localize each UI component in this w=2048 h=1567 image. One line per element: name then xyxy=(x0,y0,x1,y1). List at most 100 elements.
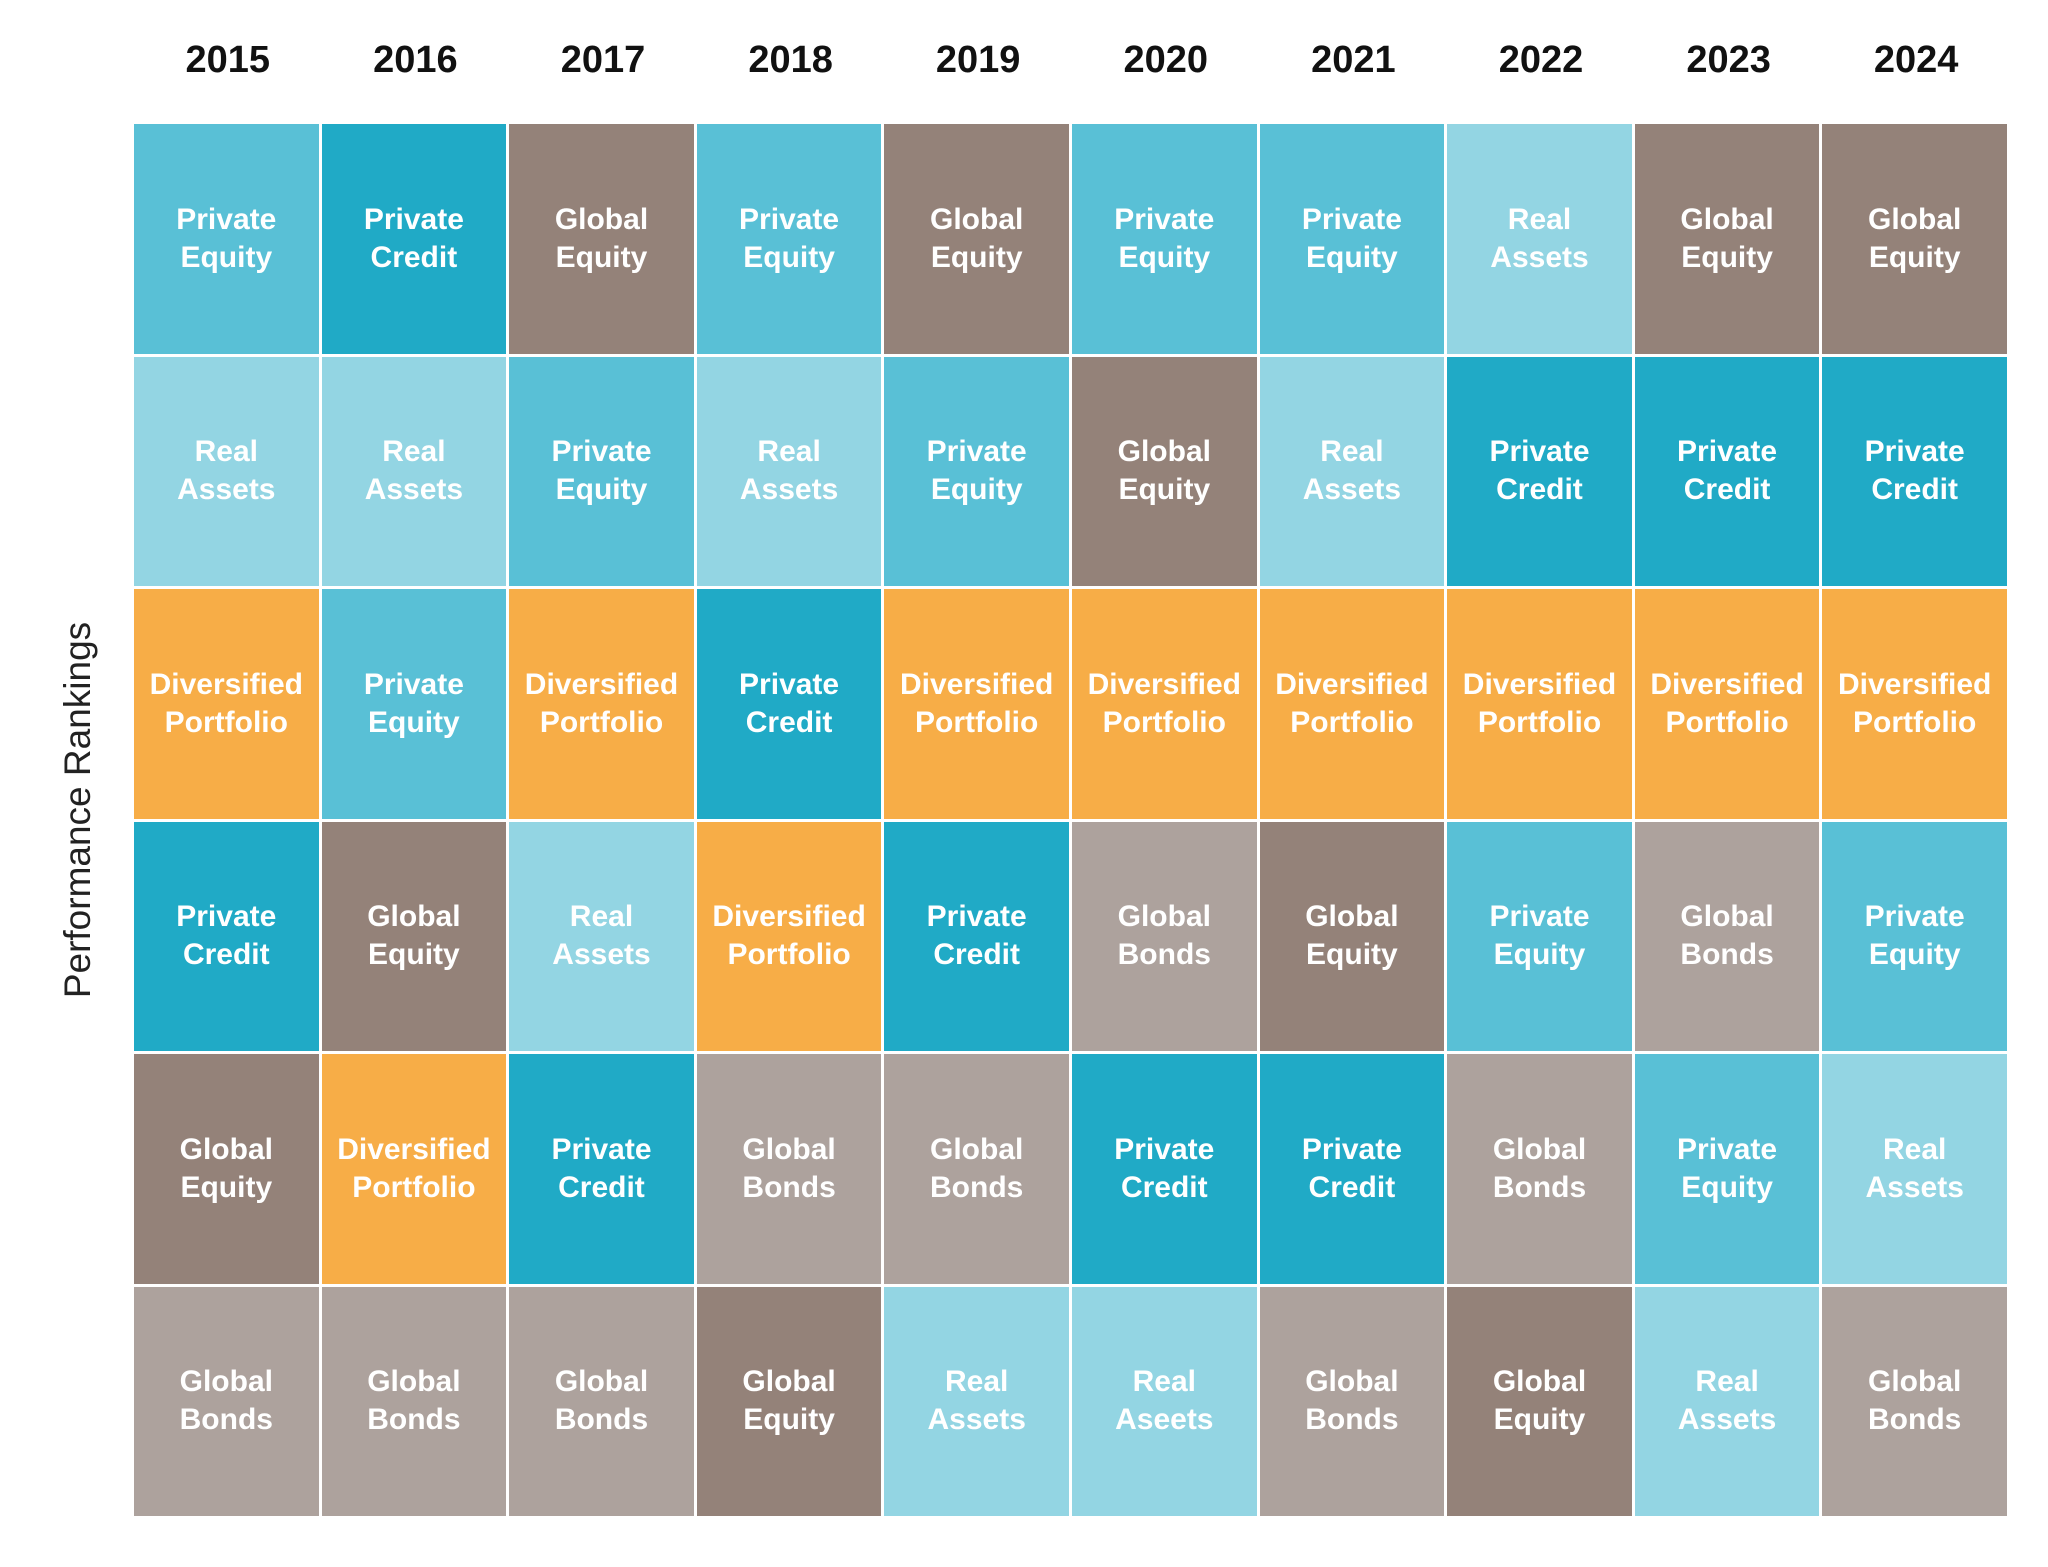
cell-label: Real Assets xyxy=(1678,1363,1776,1439)
cell-label: Global Equity xyxy=(1680,201,1773,277)
cell-label-line: Bonds xyxy=(1492,1170,1587,1204)
cell-label: Private Credit xyxy=(1302,1131,1402,1207)
ranking-cell-2015-rank-5: Global Equity xyxy=(134,1054,319,1284)
ranking-cell-2022-rank-3: Diversified Portfolio xyxy=(1447,589,1632,819)
cell-label-line: Equity xyxy=(555,240,648,274)
ranking-cell-2022-rank-4: Private Equity xyxy=(1447,821,1632,1051)
cell-label-line: Bonds xyxy=(742,1170,836,1204)
cell-label-line: Assets xyxy=(1302,473,1402,507)
cell-label: Global Bonds xyxy=(555,1363,648,1439)
ranking-cell-2015-rank-6: Global Bonds xyxy=(134,1286,319,1516)
cell-label-line: Private xyxy=(363,202,464,236)
cell-label: Real Assets xyxy=(740,433,838,509)
cell-label: Global Equity xyxy=(742,1363,835,1439)
cell-label-line: Portfolio xyxy=(1290,705,1414,739)
cell-label: Real Aseets xyxy=(1115,1363,1213,1439)
cell-label: Global Equity xyxy=(1118,433,1211,509)
ranking-cell-2016-rank-3: Private Equity xyxy=(321,589,507,819)
ranking-cell-2023-rank-5: Private Equity xyxy=(1634,1054,1820,1284)
cell-label: Global Equity xyxy=(180,1131,273,1207)
cell-label-line: Credit xyxy=(1120,1170,1208,1204)
ranking-cell-2016-rank-4: Global Equity xyxy=(321,821,507,1051)
year-label-2015: 2015 xyxy=(185,39,271,81)
cell-label: Private Credit xyxy=(1114,1131,1214,1207)
year-label-2024: 2024 xyxy=(1873,39,1959,81)
cell-label-line: Equity xyxy=(743,1403,835,1437)
cell-label-line: Credit xyxy=(1683,473,1771,507)
cell-label: Global Bonds xyxy=(1868,1363,1961,1439)
cell-label: Private Equity xyxy=(1865,898,1965,974)
cell-label: Global Bonds xyxy=(1305,1363,1398,1439)
cell-label-line: Real xyxy=(1507,202,1572,236)
year-label-2017: 2017 xyxy=(560,39,646,81)
cell-label-line: Private xyxy=(363,667,464,701)
cell-label: Global Equity xyxy=(1868,201,1961,277)
year-label-2023: 2023 xyxy=(1686,39,1771,81)
cell-label: Real Assets xyxy=(1303,433,1401,509)
ranking-cell-2020-rank-4: Global Bonds xyxy=(1072,821,1257,1051)
cell-label-line: Equity xyxy=(1868,938,1961,972)
cell-label: Private Equity xyxy=(364,666,464,742)
cell-label-line: Private xyxy=(176,900,277,934)
cell-label: Private Credit xyxy=(176,898,276,974)
ranking-cell-2018-rank-3: Private Credit xyxy=(696,589,882,819)
cell-label-line: Diversified xyxy=(337,1132,491,1166)
cell-label-line: Real xyxy=(1883,1132,1947,1166)
year-label-2018: 2018 xyxy=(748,39,833,81)
cell-label-line: Real xyxy=(757,435,821,469)
cell-label-line: Equity xyxy=(1306,240,1398,274)
cell-label-line: Private xyxy=(551,435,652,469)
ranking-cell-2019-rank-2: Private Equity xyxy=(884,356,1069,586)
cell-label-line: Equity xyxy=(1118,473,1211,507)
cell-label-line: Global xyxy=(1868,202,1962,236)
ranking-cell-2018-rank-4: Diversified Portfolio xyxy=(696,821,882,1051)
ranking-cell-2018-rank-2: Real Assets xyxy=(696,356,882,586)
cell-label-line: Bonds xyxy=(367,1403,461,1437)
ranking-cell-2016-rank-6: Global Bonds xyxy=(321,1286,507,1516)
cell-label-line: Assets xyxy=(739,473,839,507)
ranking-cell-2022-rank-5: Global Bonds xyxy=(1447,1054,1632,1284)
ranking-cell-2023-rank-6: Real Assets xyxy=(1634,1286,1820,1516)
cell-label-line: Global xyxy=(554,1365,649,1399)
cell-label-line: Global xyxy=(1680,202,1774,236)
ranking-cell-2021-rank-3: Diversified Portfolio xyxy=(1259,589,1445,819)
cell-label-line: Equity xyxy=(930,240,1023,274)
cell-label: Real Assets xyxy=(365,433,463,509)
cell-label-line: Credit xyxy=(1871,473,1959,507)
cell-label: Private Credit xyxy=(551,1131,651,1207)
cell-label: Private Credit xyxy=(1865,433,1965,509)
year-label-2022: 2022 xyxy=(1498,39,1584,81)
cell-label-line: Private xyxy=(176,202,277,236)
cell-label-line: Real xyxy=(945,1365,1009,1399)
cell-label: Diversified Portfolio xyxy=(525,666,678,742)
ranking-cell-2021-rank-5: Private Credit xyxy=(1259,1054,1445,1284)
ranking-cell-2021-rank-2: Real Assets xyxy=(1259,356,1445,586)
cell-label: Private Equity xyxy=(1114,201,1214,277)
cell-label: Real Assets xyxy=(552,898,650,974)
cell-label-line: Equity xyxy=(1306,938,1398,972)
ranking-cell-2023-rank-1: Global Equity xyxy=(1634,124,1820,354)
cell-label-line: Equity xyxy=(1493,1403,1586,1437)
ranking-cell-2020-rank-3: Diversified Portfolio xyxy=(1072,589,1257,819)
cell-label-line: Portfolio xyxy=(352,1170,476,1204)
cell-label-line: Global xyxy=(1305,900,1399,934)
cell-label-line: Assets xyxy=(1677,1403,1777,1437)
ranking-cell-2024-rank-1: Global Equity xyxy=(1822,124,2007,354)
cell-label-line: Portfolio xyxy=(164,705,288,739)
ranking-cell-2019-rank-6: Real Assets xyxy=(884,1286,1069,1516)
cell-label-line: Assets xyxy=(1490,240,1589,274)
ranking-cell-2022-rank-6: Global Equity xyxy=(1447,1286,1632,1516)
cell-label-line: Equity xyxy=(1681,1170,1773,1204)
cell-label-line: Portfolio xyxy=(1853,705,1977,739)
cell-label-line: Private xyxy=(1301,202,1402,236)
cell-label-line: Diversified xyxy=(1275,667,1429,701)
ranking-cell-2019-rank-1: Global Equity xyxy=(884,124,1069,354)
cell-label: Global Bonds xyxy=(367,1363,460,1439)
ranking-cell-2024-rank-5: Real Assets xyxy=(1822,1054,2007,1284)
cell-label: Private Equity xyxy=(1677,1131,1777,1207)
cell-label: Private Credit xyxy=(1489,433,1589,509)
ranking-cell-2017-rank-4: Real Assets xyxy=(509,821,694,1051)
cell-label: Global Bonds xyxy=(742,1131,835,1207)
cell-label-line: Credit xyxy=(745,705,833,739)
cell-label-line: Private xyxy=(1114,202,1215,236)
